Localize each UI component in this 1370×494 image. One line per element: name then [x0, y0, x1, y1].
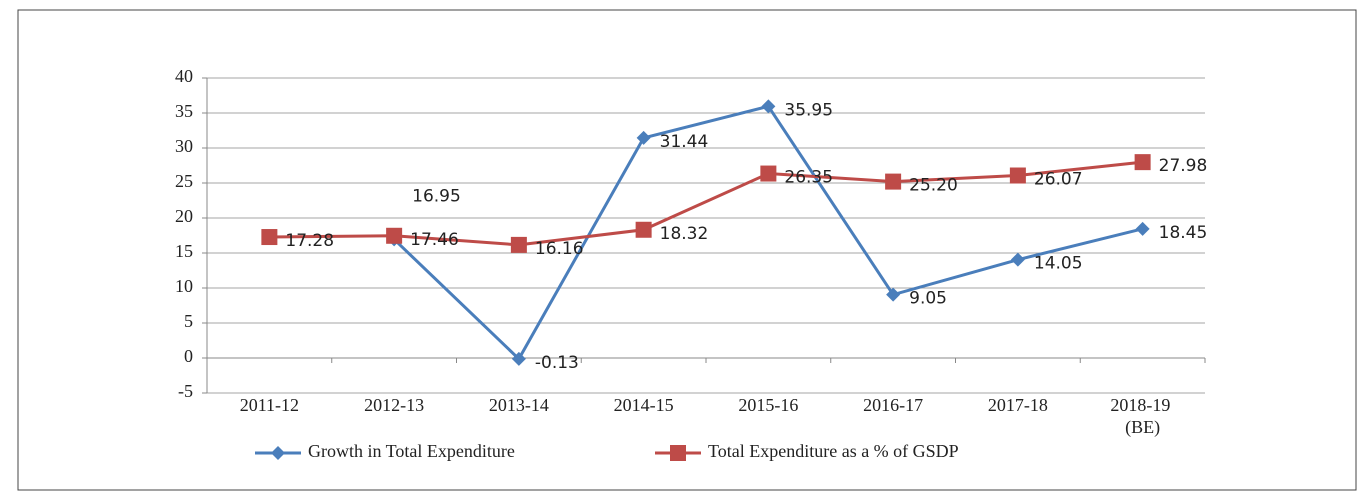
y-tick-label: 35 [175, 101, 193, 121]
x-tick-label: 2016-17 [863, 395, 923, 415]
data-label: 31.44 [660, 132, 709, 152]
diamond-marker [511, 351, 526, 366]
square-marker [670, 445, 686, 461]
data-label: 17.46 [410, 230, 459, 250]
square-marker [885, 173, 902, 190]
frame [17, 9, 1357, 491]
square-marker [635, 221, 652, 238]
data-label: 16.16 [535, 239, 584, 259]
legend-label: Growth in Total Expenditure [308, 441, 515, 461]
series-line [393, 104, 1143, 362]
data-label: 26.35 [784, 168, 833, 188]
diamond-marker [1135, 221, 1150, 236]
data-label: 14.05 [1034, 254, 1083, 274]
data-label: 27.98 [1159, 156, 1208, 176]
x-tick-label: 2017-18 [988, 395, 1048, 415]
x-tick-label: 2015-16 [738, 395, 798, 415]
data-label: 18.45 [1159, 223, 1208, 243]
y-tick-label: 25 [175, 171, 193, 191]
y-tick-label: 15 [175, 241, 193, 261]
x-tick-label: 2013-14 [489, 395, 549, 415]
y-tick-label: 0 [184, 346, 193, 366]
data-label: 9.05 [909, 289, 947, 309]
square-marker [760, 165, 777, 182]
y-tick-label: 20 [175, 206, 193, 226]
data-label: 18.32 [660, 224, 709, 244]
legend-label: Total Expenditure as a % of GSDP [708, 441, 959, 461]
x-tick-label: 2011-12 [240, 395, 299, 415]
data-label: 35.95 [784, 100, 833, 120]
data-label: 26.07 [1034, 170, 1083, 190]
square-marker [261, 229, 278, 246]
y-tick-label: 30 [175, 136, 193, 156]
square-marker [1134, 154, 1151, 171]
data-label: 16.95 [412, 186, 461, 206]
data-label: 25.20 [909, 176, 958, 196]
y-tick-label: -5 [178, 381, 193, 401]
data-label: 17.28 [285, 231, 334, 251]
square-marker [386, 227, 403, 244]
square-marker [510, 236, 527, 253]
diamond-marker [636, 130, 651, 145]
series-line [269, 160, 1143, 247]
y-tick-label: 5 [184, 311, 193, 331]
diamond-marker [886, 287, 901, 302]
square-marker [1009, 167, 1026, 184]
x-tick-label: 2018-19 (BE) [1110, 395, 1175, 438]
diamond-marker [761, 99, 776, 114]
diamond-marker [1010, 252, 1025, 267]
x-tick-label: 2014-15 [614, 395, 674, 415]
x-tick-label: 2012-13 [364, 395, 424, 415]
y-tick-label: 10 [175, 276, 193, 296]
data-label: -0.13 [535, 353, 579, 373]
diamond-marker [271, 446, 285, 460]
y-tick-label: 40 [175, 66, 193, 86]
